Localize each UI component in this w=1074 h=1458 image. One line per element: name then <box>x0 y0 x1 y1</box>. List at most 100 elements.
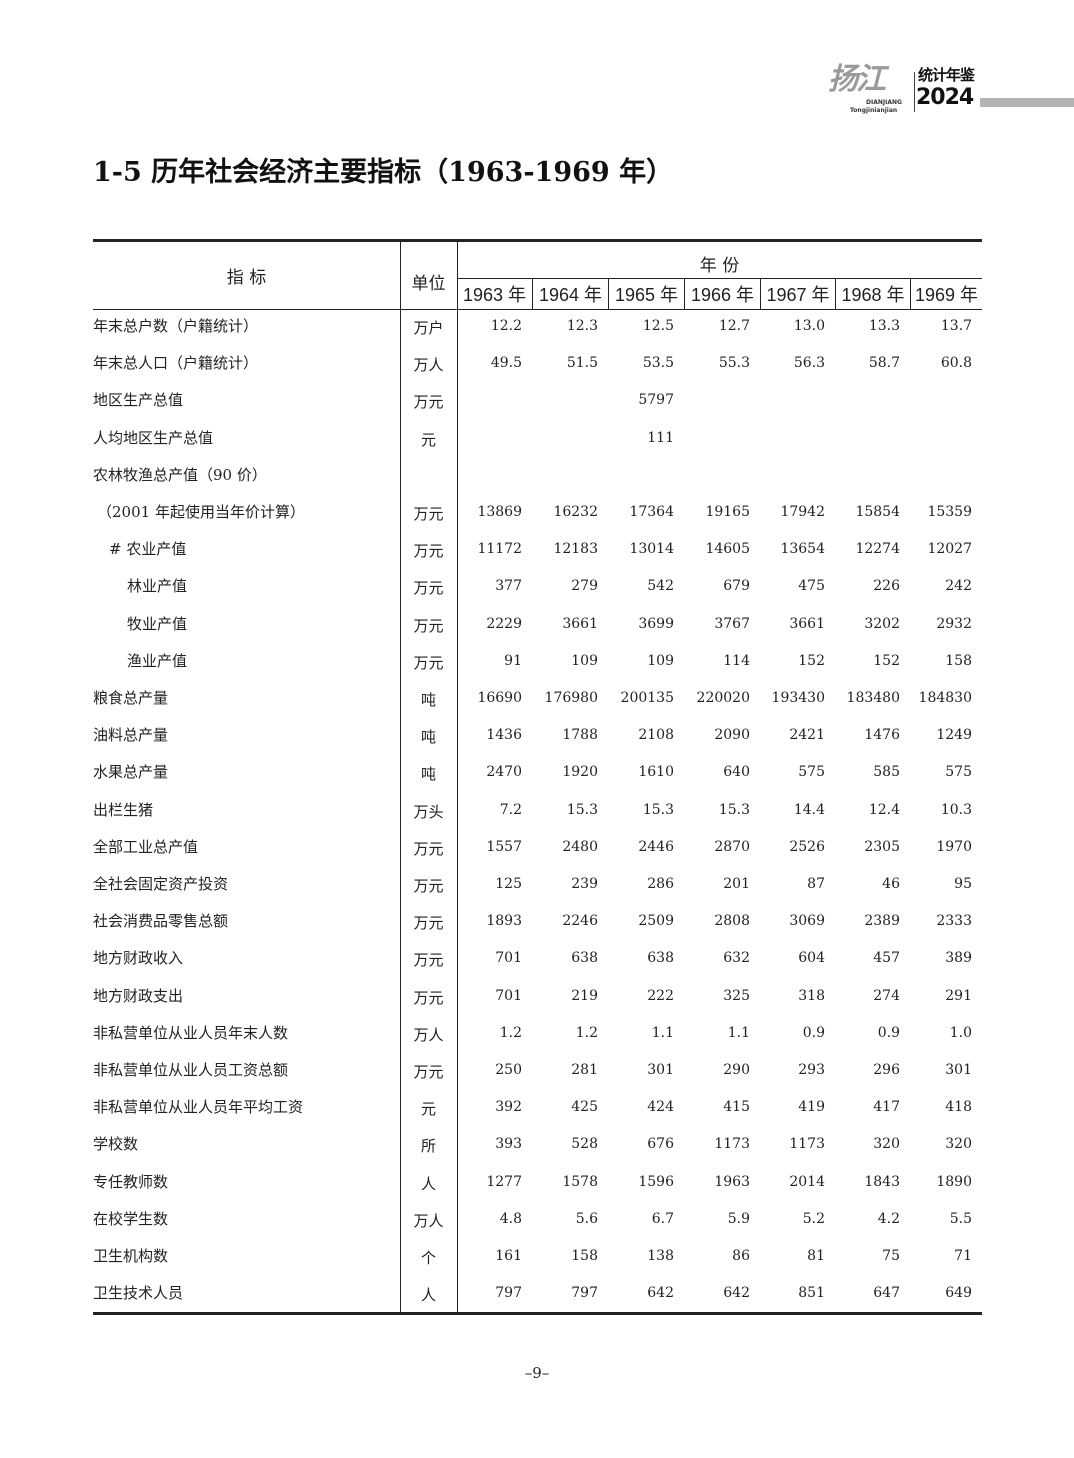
value-cell: 392 <box>495 1099 522 1116</box>
value-cell: 12274 <box>855 541 900 558</box>
row-unit: 万元 <box>413 616 444 635</box>
year-header: 1966 年 <box>684 279 760 309</box>
value-cell: 12.7 <box>718 318 750 334</box>
value-cell: 13654 <box>780 541 825 558</box>
value-cell: 325 <box>723 987 750 1004</box>
value-cell: 200135 <box>620 690 674 706</box>
value-cell: 419 <box>798 1099 825 1116</box>
value-cell: 12.5 <box>642 318 674 334</box>
value-cell: 16232 <box>553 504 598 520</box>
value-cell: 457 <box>873 950 900 967</box>
value-cell: 86 <box>732 1248 750 1264</box>
row-unit: 万人 <box>413 1211 444 1230</box>
table-row: 人均地区生产总值 元 111 <box>93 423 982 460</box>
value-cell: 5.9 <box>727 1210 750 1227</box>
value-cell: 7.2 <box>499 801 522 818</box>
value-cell: 3202 <box>864 615 900 632</box>
value-cell: 17942 <box>780 504 825 520</box>
value-cell: 1893 <box>486 913 522 930</box>
table-row: 卫生技术人员 人 797 797 642 642 851 647 649 <box>93 1278 982 1315</box>
page-number: –9– <box>524 1364 550 1382</box>
value-cell: 4.8 <box>499 1210 522 1227</box>
value-cell: 1578 <box>562 1173 598 1190</box>
logo-title: 统计年鉴 <box>918 66 975 84</box>
value-cell: 13869 <box>477 504 522 520</box>
value-cell: 2480 <box>562 838 598 855</box>
row-label: 水果总产量 <box>93 763 169 782</box>
value-cell: 1843 <box>864 1173 900 1190</box>
value-cell: 152 <box>873 652 900 669</box>
value-cell: 2014 <box>789 1173 825 1190</box>
value-cell: 320 <box>873 1136 900 1153</box>
page-title: 1-5 历年社会经济主要指标（1963-1969 年） <box>93 157 674 188</box>
row-unit: 元 <box>420 1100 436 1119</box>
value-cell: 2389 <box>864 913 900 930</box>
value-cell: 1970 <box>936 838 972 855</box>
value-cell: 3699 <box>638 615 674 632</box>
value-cell: 2509 <box>638 913 674 930</box>
value-cell: 12.2 <box>490 318 522 334</box>
value-cell: 3767 <box>714 615 750 632</box>
row-label: 非私营单位从业人员工资总额 <box>93 1061 289 1079</box>
row-unit: 人 <box>420 1286 436 1305</box>
yearbook-logo: 扬江 DIANJIANG Tongjinianjian 统计年鉴 2024 <box>826 64 1074 120</box>
value-cell: 15.3 <box>566 801 598 818</box>
row-label: 林业产值 <box>127 577 188 596</box>
value-cell: 13014 <box>629 541 674 558</box>
value-cell: 2470 <box>486 764 522 781</box>
value-cell: 17364 <box>629 504 674 520</box>
value-cell: 1963 <box>714 1173 750 1190</box>
row-label: 粮食总产量 <box>93 689 169 707</box>
value-cell: 13.0 <box>793 318 825 334</box>
header-gray-bar <box>980 98 1074 107</box>
value-cell: 851 <box>798 1285 825 1302</box>
value-cell: 220020 <box>696 690 750 706</box>
year-header: 1964 年 <box>532 279 608 309</box>
value-cell: 575 <box>798 764 825 781</box>
value-cell: 290 <box>723 1062 750 1078</box>
value-cell: 1557 <box>486 838 522 855</box>
table-row: 油料总产量 吨 1436 1788 2108 2090 2421 1476 1249 <box>93 720 982 757</box>
year-header: 1968 年 <box>835 279 910 309</box>
value-cell: 1596 <box>638 1173 674 1190</box>
value-cell: 201 <box>723 876 750 892</box>
value-cell: 1610 <box>638 764 674 781</box>
row-label: 在校学生数 <box>93 1209 169 1228</box>
row-unit: 万元 <box>413 839 444 858</box>
row-unit: 万人 <box>413 356 444 375</box>
row-label: 农林牧渔总产值（90 价） <box>93 465 267 484</box>
row-label: 年末总户数（户籍统计） <box>93 317 259 335</box>
row-unit: 个 <box>420 1249 436 1267</box>
value-cell: 55.3 <box>718 355 750 372</box>
row-unit: 万元 <box>413 951 444 970</box>
value-cell: 176980 <box>544 690 598 706</box>
year-header: 1963 年 <box>462 285 527 305</box>
table-row: 年末总户数（户籍统计） 万户 12.2 12.3 12.5 12.7 13.0 13.3 13.… <box>93 311 982 348</box>
table-bottom-rule <box>93 1312 982 1315</box>
value-cell: 15.3 <box>642 801 674 818</box>
row-label: （2001 年起使用当年价计算） <box>97 503 305 521</box>
value-cell: 158 <box>571 1248 598 1264</box>
table-row: 全部工业总产值 万元 1557 2480 2446 2870 2526 2305 1970 <box>93 832 982 869</box>
value-cell: 19165 <box>705 504 750 520</box>
row-unit: 万头 <box>413 802 444 821</box>
value-cell: 585 <box>873 764 900 781</box>
row-unit: 万元 <box>413 988 444 1007</box>
value-cell: 281 <box>571 1062 598 1078</box>
value-cell: 152 <box>798 652 825 669</box>
value-cell: 679 <box>723 578 750 595</box>
value-cell: 250 <box>495 1062 522 1078</box>
value-cell: 642 <box>647 1285 674 1302</box>
column-divider <box>457 241 458 1313</box>
value-cell: 632 <box>723 950 750 967</box>
row-label: 年末总人口（户籍统计） <box>93 354 259 373</box>
value-cell: 320 <box>945 1136 972 1153</box>
table-row: （2001 年起使用当年价计算） 万元 13869 16232 17364 19165 17… <box>93 497 982 534</box>
row-unit: 吨 <box>420 728 436 747</box>
value-cell: 286 <box>647 876 674 892</box>
table-row: 非私营单位从业人员年平均工资 元 392 425 424 415 419 417 418 <box>93 1092 982 1129</box>
value-cell: 318 <box>798 987 825 1004</box>
value-cell: 389 <box>945 950 972 967</box>
table-row: 林业产值 万元 377 279 542 679 475 226 242 <box>93 571 982 608</box>
value-cell: 56.3 <box>793 355 825 372</box>
